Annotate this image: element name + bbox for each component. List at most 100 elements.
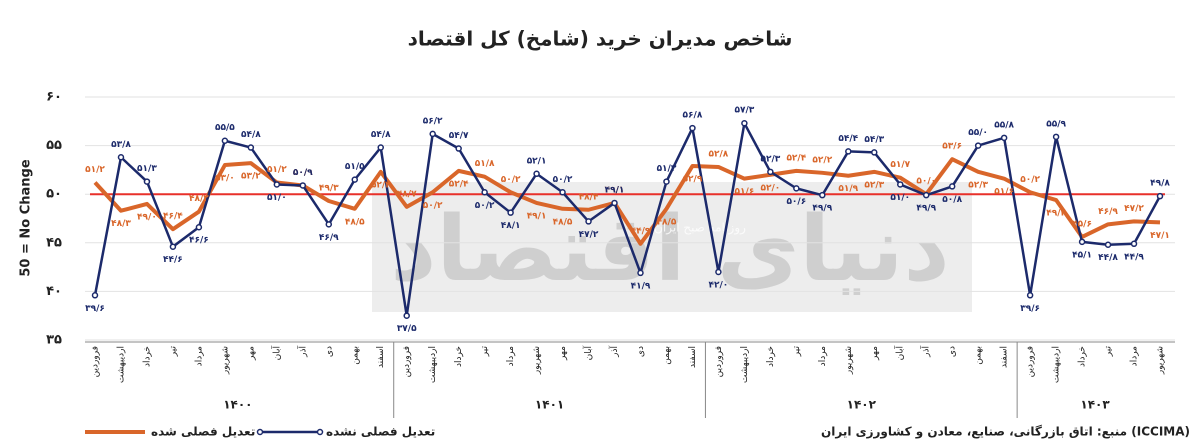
data-label: ۴۹/۹: [812, 204, 832, 214]
legend-marker: [316, 428, 324, 436]
data-label: ۵۱/۷: [890, 160, 910, 170]
y-tick-label: ۵۰: [46, 187, 62, 202]
data-label: ۴۵/۶: [1072, 219, 1092, 229]
x-tick-label: خرداد: [766, 346, 776, 367]
watermark-tagline: روزنامه صبح ایران: [654, 221, 746, 236]
x-tick-label: اردیبهشت: [1052, 346, 1062, 383]
data-label: ۴۸/۷: [397, 189, 417, 199]
data-label: ۴۹/۱: [527, 211, 547, 221]
data-label: ۴۱/۹: [631, 281, 651, 291]
point: [1156, 192, 1164, 200]
data-label: ۵۲/۳: [968, 180, 988, 190]
x-tick-label: آبان: [270, 346, 282, 361]
data-label: ۵۵/۸: [994, 120, 1014, 130]
data-label: ۴۷/۱: [1150, 231, 1170, 241]
data-label: ۴۶/۹: [319, 233, 339, 243]
source: منبع: اتاق بازرگانی، صنایع، معادن و کشاو…: [821, 425, 1190, 440]
point: [195, 223, 203, 231]
point: [299, 182, 307, 189]
data-label: ۴۹/۴: [1046, 209, 1066, 219]
x-tick-label: بهمن: [662, 346, 672, 365]
point: [117, 154, 125, 161]
data-label: ۵۱/۵: [345, 162, 365, 172]
data-label: ۵۳/۲: [241, 172, 261, 182]
x-tick-label: فروردین: [91, 346, 101, 377]
data-label: ۵۳/۰: [215, 174, 235, 184]
point: [741, 119, 748, 127]
legend-marker: [256, 428, 264, 436]
x-tick-label: اردیبهشت: [116, 346, 126, 383]
data-label: ۵۶/۸: [683, 111, 703, 121]
data-label: ۴۴/۹: [1124, 252, 1144, 262]
point: [221, 137, 229, 144]
y-tick-label: ۴۰: [46, 284, 62, 299]
data-label: ۴۷/۲: [579, 230, 599, 240]
point: [819, 191, 826, 199]
x-tick-label: آذر: [608, 346, 620, 358]
x-tick-label: مرداد: [506, 346, 516, 366]
data-label: ۴۸/۱: [501, 221, 521, 231]
data-label: ۴۹/۱: [605, 185, 625, 195]
x-tick-label: دی: [636, 346, 646, 357]
x-tick-label: تیر: [1104, 346, 1114, 358]
x-tick-label: اردیبهشت: [428, 346, 438, 383]
data-label: ۵۱/۰: [890, 193, 910, 203]
data-label: ۴۸/۵: [657, 217, 677, 227]
data-label: ۵۴/۴: [838, 134, 858, 144]
data-label: ۴۴/۸: [1098, 253, 1118, 263]
data-label: ۴۹/۰: [137, 212, 157, 222]
point: [974, 142, 982, 149]
point: [637, 269, 644, 277]
data-label: ۴۸/۳: [111, 219, 131, 229]
y-tick-label: ۵۵: [46, 138, 62, 153]
y-tick-label: ۶۰: [46, 90, 62, 105]
x-tick-label: شهریور: [532, 346, 542, 375]
point: [871, 149, 878, 156]
data-label: ۵۱/۸: [475, 159, 495, 169]
point: [1052, 133, 1060, 141]
x-tick-label: شهریور: [1156, 346, 1166, 375]
point: [845, 148, 852, 155]
point: [1026, 292, 1034, 299]
data-label: ۵۰/۲: [1020, 175, 1040, 185]
data-label: ۳۷/۵: [397, 324, 417, 334]
data-label: ۵۴/۸: [371, 130, 391, 140]
year-label: ۱۴۰۱: [535, 398, 564, 412]
point: [247, 144, 255, 151]
data-label: ۵۲/۸: [709, 149, 729, 159]
x-tick-label: آبان: [582, 346, 594, 361]
x-tick-label: مهر: [558, 346, 568, 361]
data-label: ۵۲/۳: [864, 180, 884, 190]
data-label: ۴۸/۵: [553, 217, 573, 227]
y-tick-label: ۴۵: [46, 235, 62, 250]
data-label: ۵۷/۳: [734, 106, 754, 116]
data-label: ۳۹/۶: [1020, 304, 1040, 314]
data-label: ۴۶/۹: [1098, 207, 1118, 217]
point: [715, 268, 722, 276]
x-tick-label: تیر: [792, 346, 802, 358]
point: [533, 170, 540, 178]
data-label: ۵۰/۰: [916, 177, 936, 187]
point: [611, 199, 618, 207]
x-tick-label: فروردین: [402, 346, 412, 377]
data-label: ۴۸/۵: [345, 217, 365, 227]
point: [585, 218, 592, 225]
data-label: ۵۱/۲: [85, 165, 105, 175]
point: [455, 145, 462, 152]
point: [351, 176, 359, 183]
data-label: ۵۰/۲: [475, 201, 495, 211]
x-tick-label: مرداد: [818, 346, 828, 366]
data-label: ۵۰/۹: [293, 168, 313, 178]
x-tick-label: شهریور: [220, 346, 230, 375]
data-label: ۴۷/۲: [1124, 204, 1144, 214]
point: [507, 209, 514, 216]
year-label: ۱۴۰۲: [847, 398, 877, 412]
data-label: ۵۲/۹: [683, 175, 703, 185]
legend-label: تعدیل فصلی نشده: [326, 425, 435, 439]
x-tick-label: اسفند: [1000, 346, 1010, 368]
data-label: ۵۰/۸: [942, 195, 962, 205]
x-tick-label: مهر: [870, 346, 880, 361]
point: [325, 221, 333, 228]
data-label: ۴۴/۹: [631, 226, 651, 236]
